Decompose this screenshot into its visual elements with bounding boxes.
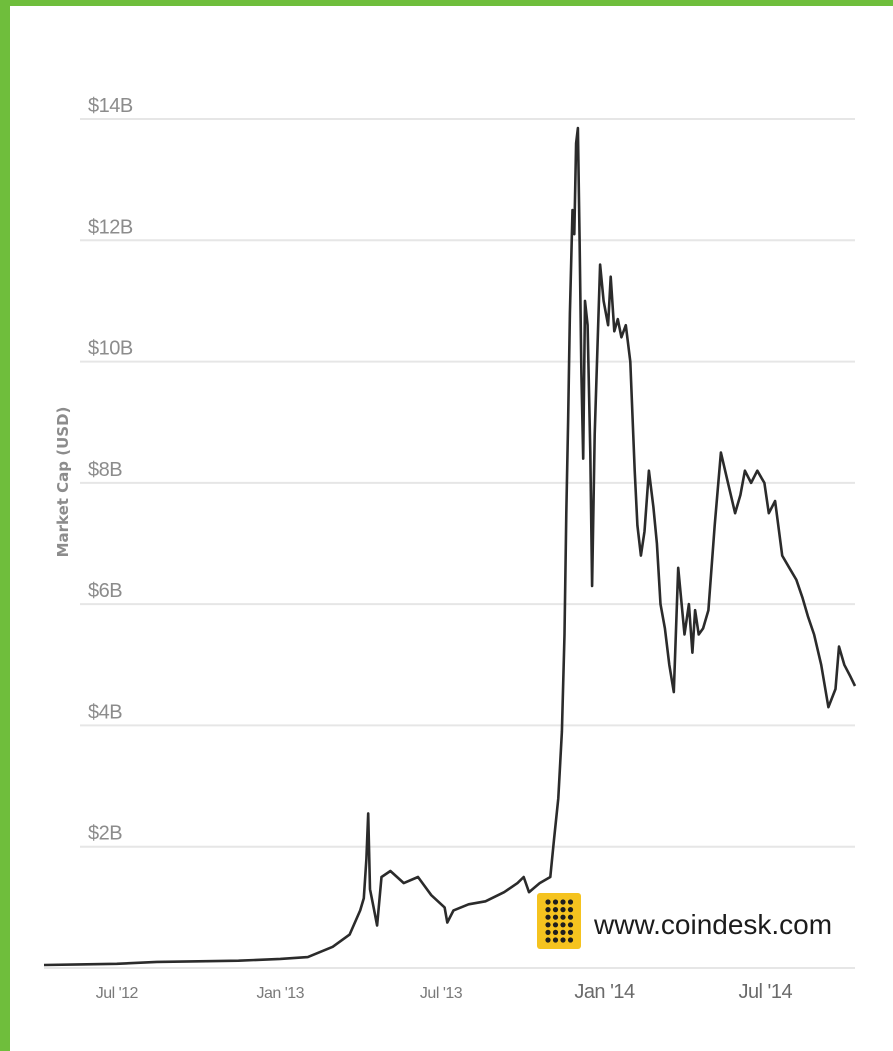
logo-dot xyxy=(560,937,566,943)
y-tick-label: $12B xyxy=(88,216,133,238)
logo-dot xyxy=(560,914,566,920)
logo-dot xyxy=(560,922,566,928)
x-tick-label: Jan '13 xyxy=(256,985,304,1002)
logo-dot xyxy=(545,937,551,943)
logo-dot xyxy=(545,907,551,913)
logo-dot xyxy=(552,929,559,936)
logo-dot xyxy=(545,914,551,920)
logo-dot xyxy=(552,922,559,928)
logo-dot xyxy=(567,937,574,943)
logo-dot xyxy=(567,929,574,936)
y-tick-label: $6B xyxy=(88,580,122,602)
logo-dot xyxy=(552,907,559,913)
gridlines xyxy=(44,118,855,969)
logo-dot xyxy=(560,899,566,905)
logo-dot xyxy=(567,914,574,920)
logo-dot xyxy=(567,907,574,913)
y-tick-label: $10B xyxy=(88,338,133,360)
market-cap-line xyxy=(43,126,857,967)
x-tick-label: Jul '12 xyxy=(96,985,139,1002)
logo-dot xyxy=(552,914,559,920)
logo-dot xyxy=(567,922,574,928)
y-tick-label: $2B xyxy=(88,823,122,845)
x-tick-label: Jan '14 xyxy=(574,981,635,1003)
coindesk-watermark: www.coindesk.com xyxy=(537,893,832,949)
logo-dot xyxy=(545,922,551,928)
y-tick-label: $14B xyxy=(88,95,133,117)
series-layer xyxy=(43,126,857,967)
x-axis-ticks: Jul '12 Jan '13 Jul '13 Jan '14 Jul '14 xyxy=(96,981,793,1003)
logo-dot xyxy=(552,937,559,943)
logo-dot xyxy=(567,899,574,905)
y-tick-label: $4B xyxy=(88,701,122,723)
logo-dot xyxy=(552,899,559,905)
x-tick-label: Jul '13 xyxy=(420,985,463,1002)
logo-dot xyxy=(545,929,551,936)
y-axis-ticks: $2B $4B $6B $8B $10B $12B $14B xyxy=(88,95,133,845)
x-tick-label: Jul '14 xyxy=(738,981,792,1003)
y-tick-label: $8B xyxy=(88,459,122,481)
y-axis-label: Market Cap (USD) xyxy=(54,407,72,558)
logo-dot xyxy=(545,899,551,905)
logo-dot xyxy=(560,907,566,913)
coindesk-logo-icon xyxy=(537,893,581,949)
watermark-text: www.coindesk.com xyxy=(593,909,832,940)
logo-dot xyxy=(560,929,566,936)
